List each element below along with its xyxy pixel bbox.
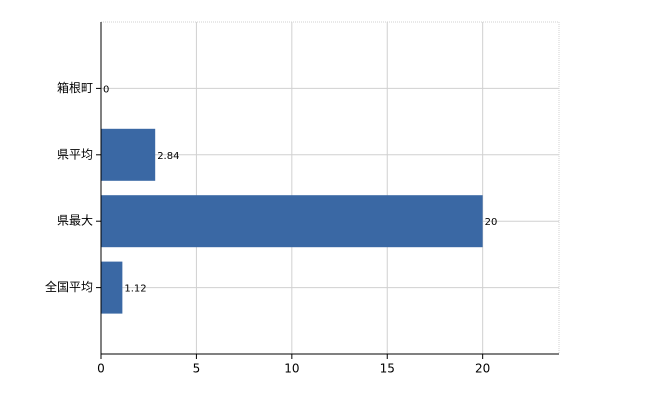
grid — [100, 22, 559, 354]
y-tick-label: 箱根町 — [57, 80, 93, 95]
x-tick-label: 0 — [97, 362, 105, 376]
bars — [101, 128, 483, 314]
value-label: 1.12 — [124, 284, 146, 295]
labels: 0 5 10 15 20 箱根町 0 県平均 2.84 県最大 20 全国平均 1.12 — [45, 80, 497, 376]
y-tick-label: 県最大 — [57, 214, 93, 228]
x-tick-label: 15 — [380, 362, 395, 376]
x-tick-label: 10 — [284, 362, 299, 376]
bar — [101, 128, 156, 181]
y-tick-label: 県平均 — [57, 147, 93, 161]
x-tick-label: 20 — [475, 362, 490, 376]
y-tick-label: 全国平均 — [45, 279, 93, 294]
bar — [101, 261, 123, 314]
bar — [101, 195, 483, 248]
x-tick-label: 5 — [193, 362, 201, 376]
value-label: 20 — [485, 217, 498, 228]
value-label: 2.84 — [157, 151, 179, 162]
value-label: 0 — [103, 84, 109, 95]
